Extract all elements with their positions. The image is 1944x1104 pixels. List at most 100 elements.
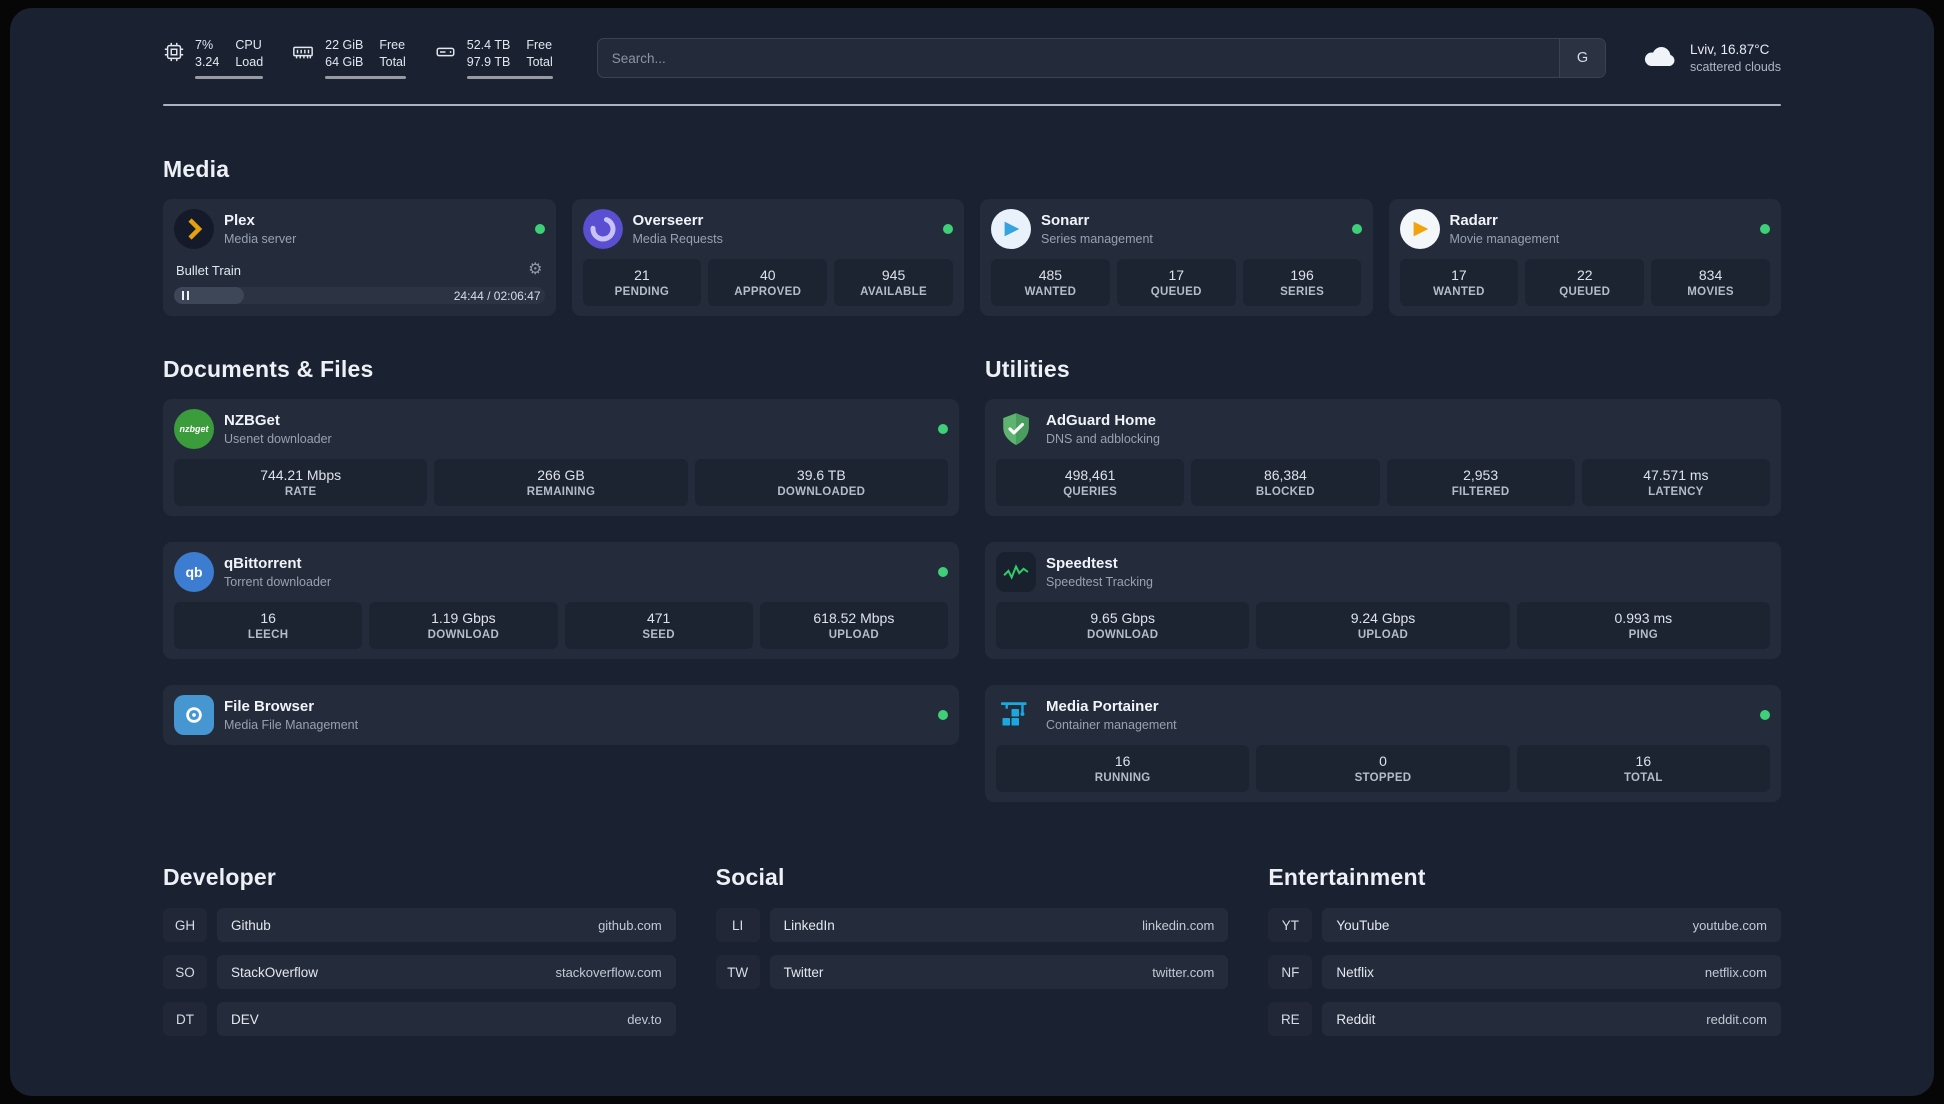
stat-tile: 86,384 BLOCKED: [1191, 459, 1380, 506]
stat-tile: 22 QUEUED: [1525, 259, 1645, 306]
status-dot: [938, 710, 948, 720]
dashboard-panel: 7% 3.24 CPU Load: [10, 8, 1934, 1096]
stat-tile: 945 AVAILABLE: [834, 259, 953, 306]
bookmark-reddit[interactable]: RE Reddit reddit.com: [1268, 1002, 1781, 1036]
status-dot: [943, 224, 953, 234]
bookmark-linkedin[interactable]: LI LinkedIn linkedin.com: [716, 908, 1229, 942]
weather-condition: scattered clouds: [1689, 60, 1781, 74]
status-dot: [1760, 710, 1770, 720]
service-name: Sonarr: [1041, 212, 1090, 229]
cpu-label-top: CPU: [235, 38, 262, 53]
weather-location: Lviv, 16.87°C: [1689, 42, 1770, 57]
disk-usage-bar: [466, 75, 553, 79]
topbar-divider: [163, 104, 1781, 106]
status-dot: [938, 567, 948, 577]
section-title-social: Social: [715, 864, 785, 890]
memory-widget: 22 GiB 64 GiB Free Total: [291, 37, 406, 79]
search-bar: G: [596, 38, 1606, 78]
weather-widget: Lviv, 16.87°C scattered clouds: [1642, 42, 1781, 74]
section-utilities: Utilities AdGuard Home DNS and adblockin…: [985, 356, 1781, 802]
service-card-portainer[interactable]: Media Portainer Container management 16 …: [985, 685, 1781, 802]
media-progress[interactable]: 24:44 / 02:06:47: [174, 287, 545, 304]
status-dot: [1351, 224, 1362, 234]
bookmark-abbr: LI: [716, 908, 760, 942]
cpu-load-value: 3.24: [195, 55, 220, 69]
memory-free-value: 22 GiB: [325, 38, 364, 53]
search-provider-button[interactable]: G: [1558, 39, 1605, 77]
service-name: Plex: [224, 212, 255, 229]
service-desc: Torrent downloader: [224, 575, 332, 589]
bookmark-name: StackOverflow: [231, 964, 319, 980]
service-card-plex[interactable]: Plex Media server Bullet Train ⚙: [163, 199, 556, 316]
stat-tile: 16 LEECH: [174, 602, 363, 649]
service-card-filebrowser[interactable]: File Browser Media File Management: [163, 685, 959, 745]
service-name: AdGuard Home: [1046, 412, 1157, 429]
disk-icon: [434, 41, 457, 63]
service-desc: Series management: [1041, 232, 1153, 246]
service-desc: DNS and adblocking: [1046, 432, 1160, 446]
bookmark-youtube[interactable]: YT YouTube youtube.com: [1268, 908, 1781, 942]
service-card-speedtest[interactable]: Speedtest Speedtest Tracking 9.65 Gbps D…: [985, 542, 1781, 659]
bookmark-url: youtube.com: [1692, 917, 1767, 933]
plex-icon: [174, 209, 214, 249]
bookmark-group-entertainment: Entertainment YT YouTube youtube.com NF …: [1268, 864, 1781, 1036]
overseerr-icon: [582, 209, 623, 249]
service-card-qbittorrent[interactable]: qb qBittorrent Torrent downloader 16: [163, 542, 959, 659]
memory-usage-bar: [325, 75, 406, 79]
bookmark-name: Reddit: [1336, 1011, 1376, 1027]
memory-label-bottom: Total: [379, 55, 406, 69]
service-card-sonarr[interactable]: Sonarr Series management 485 WANTED 17 Q…: [980, 199, 1373, 316]
qbittorrent-icon: qb: [174, 552, 214, 592]
cpu-usage-value: 7%: [195, 38, 214, 53]
bookmark-name: LinkedIn: [783, 917, 835, 933]
system-widgets: 7% 3.24 CPU Load: [163, 37, 553, 79]
cloud-icon: [1642, 42, 1678, 74]
stat-tile: 744.21 Mbps RATE: [174, 459, 428, 506]
bookmark-abbr: RE: [1268, 1002, 1312, 1036]
bookmark-name: Twitter: [783, 964, 824, 980]
bookmark-url: netflix.com: [1704, 964, 1767, 980]
sonarr-icon: [991, 209, 1031, 249]
stat-tile: 0 STOPPED: [1256, 745, 1510, 792]
section-title-documents: Documents & Files: [163, 356, 374, 382]
service-desc: Container management: [1046, 718, 1177, 732]
pause-icon: [182, 291, 189, 300]
bookmark-abbr: SO: [163, 955, 207, 989]
service-card-radarr[interactable]: Radarr Movie management 17 WANTED 22 QUE…: [1388, 199, 1781, 316]
bookmark-netflix[interactable]: NF Netflix netflix.com: [1268, 955, 1781, 989]
section-title-entertainment: Entertainment: [1268, 864, 1426, 890]
gear-icon[interactable]: ⚙: [528, 261, 543, 278]
service-name: Radarr: [1449, 212, 1498, 229]
bookmark-stackoverflow[interactable]: SO StackOverflow stackoverflow.com: [163, 955, 676, 989]
service-card-nzbget[interactable]: nzbget NZBGet Usenet downloader 744.21 M…: [163, 399, 959, 516]
stat-tile: 47.571 ms LATENCY: [1581, 459, 1770, 506]
service-card-adguard[interactable]: AdGuard Home DNS and adblocking 498,461 …: [985, 399, 1781, 516]
memory-label-top: Free: [379, 38, 406, 53]
disk-total-value: 97.9 TB: [466, 55, 511, 69]
service-desc: Media server: [224, 232, 297, 246]
bookmark-abbr: TW: [716, 955, 760, 989]
cpu-usage-bar: [195, 75, 264, 79]
disk-widget: 52.4 TB 97.9 TB Free Total: [434, 37, 553, 79]
bookmark-url: github.com: [598, 917, 662, 933]
stat-tile: 16 RUNNING: [996, 745, 1250, 792]
service-name: Speedtest: [1046, 555, 1118, 572]
search-input[interactable]: [597, 39, 1559, 77]
bookmark-group-developer: Developer GH Github github.com SO StackO…: [163, 864, 676, 1036]
playback-time: 24:44 / 02:06:47: [453, 288, 541, 303]
stat-tile: 471 SEED: [564, 602, 753, 649]
bookmark-abbr: GH: [163, 908, 207, 942]
service-desc: Media File Management: [224, 718, 359, 732]
service-card-overseerr[interactable]: Overseerr Media Requests 21 PENDING 40 A…: [571, 199, 964, 316]
bookmark-url: dev.to: [627, 1011, 662, 1027]
status-dot: [938, 424, 948, 434]
service-desc: Usenet downloader: [224, 432, 332, 446]
bookmark-twitter[interactable]: TW Twitter twitter.com: [716, 955, 1229, 989]
radarr-icon: [1399, 209, 1440, 249]
stat-tile: 2,953 FILTERED: [1386, 459, 1575, 506]
bookmark-dev[interactable]: DT DEV dev.to: [163, 1002, 676, 1036]
section-title-developer: Developer: [163, 864, 277, 890]
bookmark-abbr: YT: [1268, 908, 1312, 942]
bookmark-github[interactable]: GH Github github.com: [163, 908, 676, 942]
stat-tile: 1.19 Gbps DOWNLOAD: [369, 602, 558, 649]
